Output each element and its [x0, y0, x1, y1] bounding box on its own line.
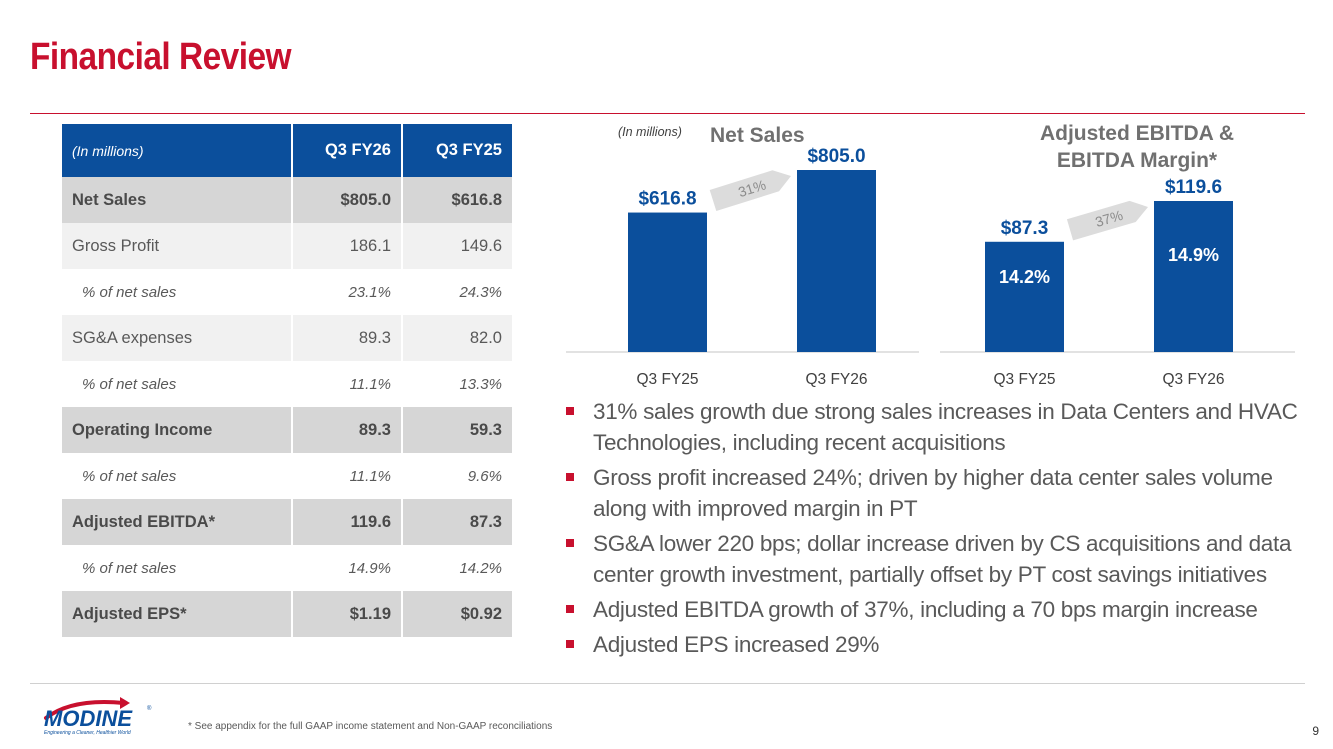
bar-margin-label: 14.9%: [1168, 245, 1219, 265]
logo-wordmark: MODINE: [44, 706, 133, 731]
cell-q3-fy25: 87.3: [402, 499, 512, 545]
table-row: Adjusted EBITDA* 119.6 87.3: [62, 499, 512, 545]
bullet-text: Adjusted EPS increased 29%: [593, 632, 880, 657]
footer-divider: [30, 683, 1305, 684]
modine-logo: MODINE ® Engineering a Cleaner, Healthie…: [44, 697, 152, 736]
table-row: Adjusted EPS* $1.19 $0.92: [62, 591, 512, 637]
row-label: Gross Profit: [62, 223, 293, 269]
bar-margin-label: 14.2%: [999, 267, 1050, 287]
logo-registered-mark: ®: [147, 705, 152, 712]
bullet-item: Gross profit increased 24%; driven by hi…: [566, 462, 1326, 524]
table-row: % of net sales 23.1% 24.3%: [62, 269, 512, 315]
row-label: SG&A expenses: [62, 315, 293, 361]
cell-q3-fy25: $616.8: [402, 177, 512, 223]
bullet-text: Gross profit increased 24%; driven by hi…: [593, 465, 1273, 521]
financial-table: (In millions) Q3 FY26 Q3 FY25 Net Sales $…: [62, 124, 512, 637]
table-row: % of net sales 14.9% 14.2%: [62, 545, 512, 591]
growth-percent-label: 31%: [736, 176, 768, 200]
bar-q3-fy26: [797, 170, 876, 352]
cell-q3-fy25: 82.0: [402, 315, 512, 361]
logo-tagline: Engineering a Cleaner, Healthier World: [44, 730, 131, 736]
x-axis-tick-label: Q3 FY25: [993, 371, 1055, 388]
charts-area: $616.8 Q3 FY25 $805.0 Q3 FY26 31% $87.3 14.2% Q…: [566, 122, 1295, 388]
page-number: 9: [1312, 724, 1319, 738]
table-header-row: (In millions) Q3 FY26 Q3 FY25: [62, 124, 512, 177]
chart-title-net-sales: Net Sales: [710, 124, 805, 147]
table-row: % of net sales 11.1% 13.3%: [62, 361, 512, 407]
footnote: * See appendix for the full GAAP income …: [188, 721, 553, 732]
bullet-marker-icon: [566, 594, 593, 613]
cell-q3-fy25: 149.6: [402, 223, 512, 269]
row-label: Operating Income: [62, 407, 293, 453]
growth-arrow: 31%: [709, 170, 792, 212]
bar-q3-fy25: [628, 212, 707, 352]
cell-q3-fy25: 13.3%: [402, 361, 512, 407]
chart-units-note: (In millions): [618, 125, 682, 139]
bar-q3-fy26: [1154, 201, 1233, 352]
bullet-marker-icon: [566, 629, 593, 648]
column-header-q3-fy25: Q3 FY25: [402, 124, 512, 177]
table-row: Gross Profit 186.1 149.6: [62, 223, 512, 269]
bar-value-label: $119.6: [1165, 177, 1222, 198]
growth-percent-label: 37%: [1093, 207, 1124, 230]
table-row: % of net sales 11.1% 9.6%: [62, 453, 512, 499]
cell-q3-fy26: 23.1%: [292, 269, 403, 315]
cell-q3-fy25: $0.92: [402, 591, 512, 637]
bar-value-label: $87.3: [1001, 218, 1049, 239]
bullet-item: Adjusted EBITDA growth of 37%, including…: [566, 594, 1326, 625]
logo-swoosh: [44, 700, 126, 720]
bullet-text: Adjusted EBITDA growth of 37%, including…: [593, 597, 1258, 622]
bullet-text: 31% sales growth due strong sales increa…: [593, 399, 1298, 455]
row-label: Net Sales: [62, 177, 293, 223]
chart-title-ebitda-line2: EBITDA Margin*: [1057, 149, 1218, 172]
cell-q3-fy25: 59.3: [402, 407, 512, 453]
x-axis-tick-label: Q3 FY26: [1162, 371, 1224, 388]
column-header-q3-fy26: Q3 FY26: [292, 124, 403, 177]
table-row: Operating Income 89.3 59.3: [62, 407, 512, 453]
chart-title-ebitda-line1: Adjusted EBITDA &: [1040, 122, 1234, 145]
bar-value-label: $805.0: [807, 146, 865, 167]
cell-q3-fy26: 89.3: [292, 315, 403, 361]
cell-q3-fy26: $1.19: [292, 591, 403, 637]
bar-q3-fy25: [985, 241, 1064, 352]
bullet-marker-icon: [566, 396, 593, 415]
growth-arrow: 37%: [1066, 200, 1148, 241]
growth-arrow-shape: [1066, 200, 1148, 241]
cell-q3-fy25: 24.3%: [402, 269, 512, 315]
bullet-text: SG&A lower 220 bps; dollar increase driv…: [593, 531, 1292, 587]
cell-q3-fy26: 14.9%: [292, 545, 403, 591]
cell-q3-fy26: $805.0: [292, 177, 403, 223]
cell-q3-fy25: 9.6%: [402, 453, 512, 499]
logo-arrow: [120, 697, 130, 709]
bullet-marker-icon: [566, 462, 593, 481]
bullet-item: 31% sales growth due strong sales increa…: [566, 396, 1326, 458]
bullet-marker-icon: [566, 528, 593, 547]
page-title: Financial Review: [30, 36, 292, 78]
row-label: Adjusted EBITDA*: [62, 499, 293, 545]
table-row: Net Sales $805.0 $616.8: [62, 177, 512, 223]
summary-bullets: 31% sales growth due strong sales increa…: [566, 396, 1326, 664]
cell-q3-fy26: 186.1: [292, 223, 403, 269]
title-divider: [30, 113, 1305, 114]
table-units-label: (In millions): [62, 124, 293, 177]
row-label: Adjusted EPS*: [62, 591, 293, 637]
bullet-item: SG&A lower 220 bps; dollar increase driv…: [566, 528, 1326, 590]
cell-q3-fy26: 119.6: [292, 499, 403, 545]
growth-arrow-shape: [709, 170, 792, 212]
cell-q3-fy26: 11.1%: [292, 453, 403, 499]
cell-q3-fy26: 11.1%: [292, 361, 403, 407]
x-axis-tick-label: Q3 FY25: [636, 371, 698, 388]
cell-q3-fy25: 14.2%: [402, 545, 512, 591]
bar-value-label: $616.8: [638, 189, 696, 210]
cell-q3-fy26: 89.3: [292, 407, 403, 453]
row-label: % of net sales: [62, 545, 293, 591]
x-axis-tick-label: Q3 FY26: [805, 371, 867, 388]
row-label: % of net sales: [62, 361, 293, 407]
table-body: Net Sales $805.0 $616.8 Gross Profit 186.1 14…: [62, 177, 512, 637]
row-label: % of net sales: [62, 453, 293, 499]
row-label: % of net sales: [62, 269, 293, 315]
bullet-item: Adjusted EPS increased 29%: [566, 629, 1326, 660]
table-row: SG&A expenses 89.3 82.0: [62, 315, 512, 361]
